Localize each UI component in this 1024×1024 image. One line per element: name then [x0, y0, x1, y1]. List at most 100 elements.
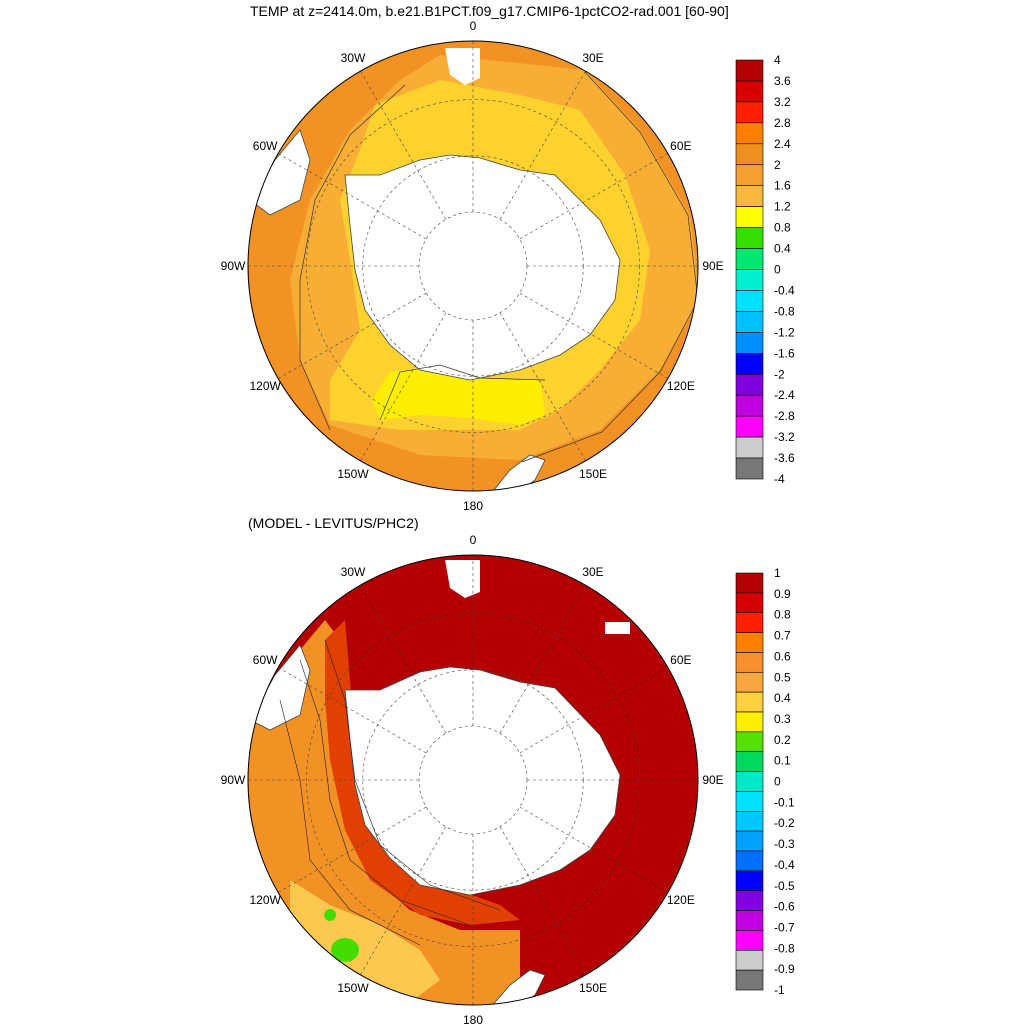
colorbar-label: 1.2 — [774, 200, 791, 214]
panel2-title: (MODEL - LEVITUS/PHC2) — [248, 515, 419, 531]
colorbar-label: -0.9 — [774, 962, 795, 976]
panel1-land-nz — [489, 454, 546, 491]
panel2-map: 0 30E 60E 90E 120E 150E 180 150W 120W 90W 60W 30W — [221, 533, 724, 1024]
colorbar-swatch — [735, 290, 764, 312]
panel2-antarctica — [344, 666, 621, 896]
panel1-contours — [299, 71, 698, 463]
panel1-lon-label: 30E — [582, 51, 603, 65]
colorbar-label: 0.7 — [774, 629, 791, 643]
colorbar-label: -0.6 — [774, 900, 795, 914]
colorbar-label: 0 — [774, 263, 781, 277]
panel1-lon-label: 180 — [463, 499, 483, 513]
colorbar-swatch — [735, 910, 764, 931]
colorbar-label: -1 — [774, 983, 785, 997]
colorbar-label: -0.2 — [774, 816, 795, 830]
panel2-lon-label: 60E — [670, 653, 691, 667]
colorbar-swatch — [735, 850, 764, 872]
colorbar-swatch — [735, 122, 764, 145]
panel2-lon-label: 90W — [221, 773, 246, 787]
colorbar-swatch — [735, 80, 764, 103]
panel1-lon-label: 150W — [337, 467, 369, 481]
colorbar-swatch — [735, 652, 764, 673]
colorbar-label: -0.4 — [774, 283, 795, 297]
colorbar-label: -3.2 — [774, 430, 795, 444]
colorbar-label: 0.4 — [774, 691, 791, 705]
colorbar-swatch — [735, 457, 764, 480]
panel1-longitude-labels: 0 30E 60E 90E 120E 150E 180 150W 120W 90W 60W 30W — [221, 19, 724, 513]
colorbar-label: 0.4 — [774, 242, 791, 256]
colorbar-swatch — [735, 394, 764, 417]
colorbar-swatch — [735, 969, 764, 991]
panel1-lon-label: 90W — [221, 259, 246, 273]
panel1-lon-label: 60E — [670, 139, 691, 153]
panel1-antarctica — [344, 154, 621, 381]
panel1-lon-label: 120E — [667, 379, 695, 393]
colorbar-swatch — [735, 890, 764, 911]
panel2-lon-label: 30W — [341, 565, 366, 579]
colorbar-label: -2.8 — [774, 409, 795, 423]
colorbar-swatch — [735, 332, 764, 354]
panel1-lon-label: 90E — [702, 259, 723, 273]
panel2-region-green — [331, 938, 359, 962]
colorbar-swatch — [735, 185, 764, 207]
colorbar-swatch — [735, 949, 764, 971]
colorbar-swatch — [735, 930, 764, 951]
panel2-lon-label: 90E — [702, 773, 723, 787]
colorbar-label: 0.2 — [774, 733, 791, 747]
colorbar-swatch — [735, 810, 764, 832]
colorbar-swatch — [735, 101, 764, 124]
colorbar-swatch — [735, 711, 764, 733]
colorbar-label: -1.6 — [774, 346, 795, 360]
colorbar-label: 2.4 — [774, 137, 791, 151]
colorbar-swatch — [735, 632, 764, 653]
panel2-lon-label: 0 — [470, 533, 477, 547]
panel1-graticule — [248, 41, 698, 491]
panel2-longitude-labels: 0 30E 60E 90E 120E 150E 180 150W 120W 90W 60W 30W — [221, 533, 724, 1024]
panel2-lon-label: 60W — [253, 653, 278, 667]
colorbar-label: 0.6 — [774, 649, 791, 663]
panel2-lon-label: 150W — [337, 981, 369, 995]
colorbar-label: 0 — [774, 775, 781, 789]
panel2-land-southamerica — [249, 644, 311, 731]
panel1-colorbar: 4 3.6 3.2 2.8 2.4 2 1.6 1.2 0.8 0.4 0 -0.4 -0.8 -1.2 -… — [735, 53, 795, 486]
panel2-lon-label: 120W — [249, 893, 281, 907]
panel2-lon-label: 120E — [667, 893, 695, 907]
colorbar-swatch — [735, 269, 764, 291]
colorbar-label: -0.4 — [774, 858, 795, 872]
colorbar-swatch — [735, 164, 764, 187]
panel1-title: TEMP at z=2414.0m, b.e21.B1PCT.f09_g17.C… — [250, 3, 729, 19]
colorbar-label: 0.5 — [774, 670, 791, 684]
colorbar-swatch — [735, 592, 764, 614]
panel2-graticule — [248, 555, 698, 1005]
colorbar-label: -0.1 — [774, 795, 795, 809]
colorbar-label: 2.8 — [774, 116, 791, 130]
colorbar-swatch — [735, 612, 764, 633]
colorbar-swatch — [735, 352, 764, 375]
colorbar-swatch — [735, 870, 764, 892]
panel1-band-core — [372, 365, 545, 425]
colorbar-swatch — [735, 311, 764, 333]
panel1-map-border — [247, 40, 699, 492]
colorbar-swatch — [735, 415, 764, 438]
panel1-land-top — [445, 48, 480, 85]
colorbar-label: -2 — [774, 367, 785, 381]
colorbar-label: -4 — [774, 472, 785, 486]
colorbar-label: 1 — [774, 566, 781, 580]
panel2-lon-label: 150E — [579, 981, 607, 995]
colorbar-label: -0.8 — [774, 304, 795, 318]
colorbar-label: -0.5 — [774, 879, 795, 893]
colorbar-swatch — [735, 731, 764, 753]
colorbar-label: 3.6 — [774, 74, 791, 88]
colorbar-swatch — [735, 791, 764, 812]
panel1-lon-label: 150E — [579, 467, 607, 481]
panel2-region-warm — [325, 620, 520, 925]
colorbar-swatch — [735, 59, 764, 82]
colorbar-label: 2 — [774, 158, 781, 172]
colorbar-swatch — [735, 572, 764, 594]
panel2-land-patch — [605, 622, 630, 634]
panel1-lon-label: 30W — [341, 51, 366, 65]
colorbar-swatch — [735, 751, 764, 772]
colorbar-label: 3.2 — [774, 95, 791, 109]
colorbar-label: -0.8 — [774, 941, 795, 955]
